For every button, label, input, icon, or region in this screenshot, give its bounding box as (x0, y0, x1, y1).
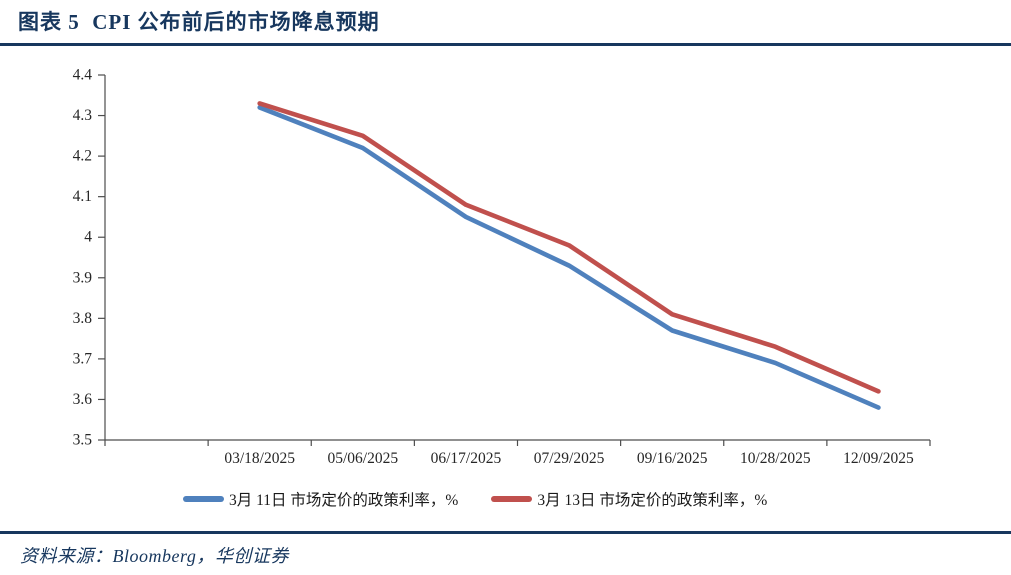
legend-item-1: 3月 13日 市场定价的政策利率，% (491, 488, 767, 510)
y-tick-label: 4.1 (73, 188, 92, 205)
line-chart: 3.5 3.6 3.7 3.8 3.9 4 4.1 4.2 4.3 4.4 03/18/2025 05… (73, 67, 931, 467)
source-divider-rule (0, 531, 1011, 534)
y-tick-label: 3.7 (73, 350, 93, 367)
series-line-0 (257, 105, 881, 410)
legend-label-1: 3月 13日 市场定价的政策利率，% (537, 492, 768, 509)
y-tick-label: 4.2 (73, 148, 92, 165)
y-tick-label: 3.8 (73, 310, 93, 327)
y-tick-label: 4.3 (73, 107, 93, 124)
x-tick-label: 05/06/2025 (328, 450, 399, 467)
x-tick-label: 10/28/2025 (740, 450, 811, 467)
y-tick-label: 4 (84, 229, 92, 246)
series-line-1 (257, 101, 881, 394)
legend-label-0: 3月 11日 市场定价的政策利率，% (229, 492, 459, 509)
title-divider-rule (0, 43, 1011, 46)
source-attribution: 资料来源：Bloomberg，华创证券 (20, 546, 289, 566)
y-tick-label: 3.9 (73, 269, 93, 286)
chart-legend: 3月 11日 市场定价的政策利率，% 3月 13日 市场定价的政策利率，% (183, 488, 767, 510)
y-tick-label: 3.5 (73, 432, 93, 449)
x-tick-label: 03/18/2025 (224, 450, 295, 467)
y-tick-label: 4.4 (73, 67, 93, 84)
x-tick-label: 07/29/2025 (534, 450, 605, 467)
x-tick-label: 12/09/2025 (843, 450, 914, 467)
legend-line-swatch-0 (183, 496, 224, 502)
x-tick-label: 06/17/2025 (431, 450, 502, 467)
y-tick-label: 3.6 (73, 391, 93, 408)
legend-line-swatch-1 (491, 496, 533, 502)
legend-item-0: 3月 11日 市场定价的政策利率，% (183, 488, 458, 510)
figure-title: 图表 5 CPI 公布前后的市场降息预期 (18, 10, 380, 34)
x-tick-label: 09/16/2025 (637, 450, 708, 467)
